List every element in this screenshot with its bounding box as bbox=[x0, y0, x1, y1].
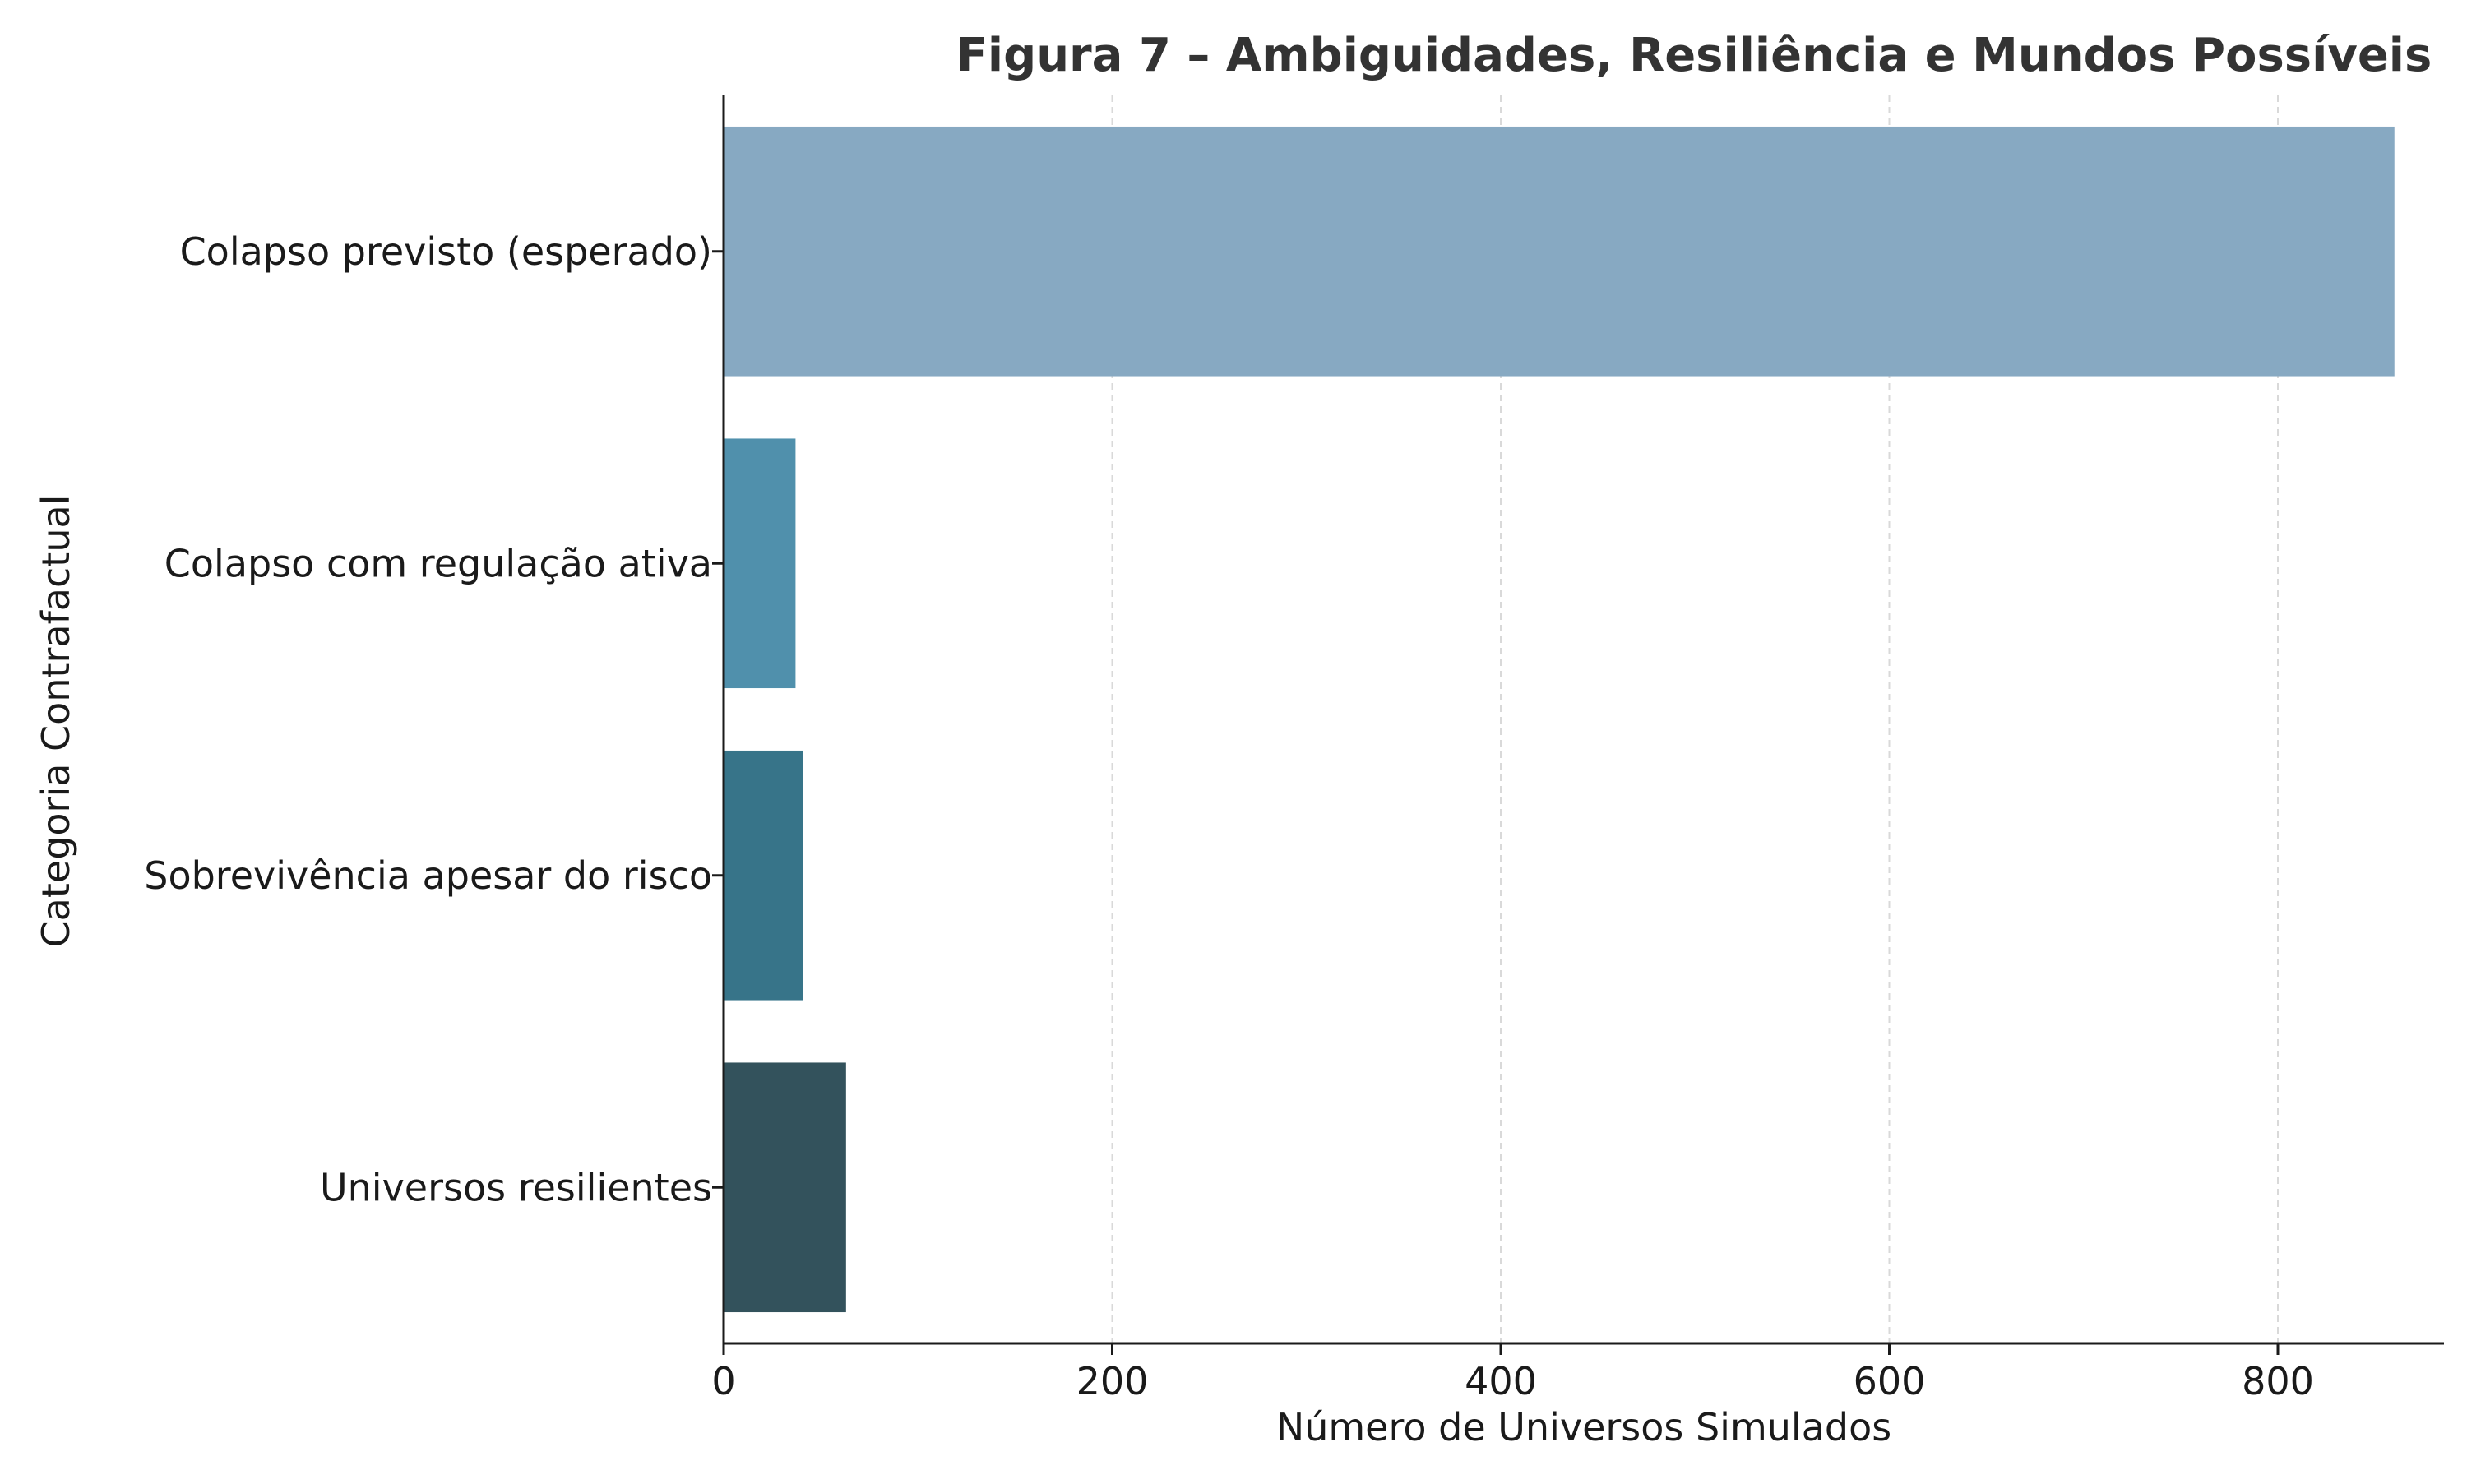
y-tick-label: Sobrevivência apesar do risco bbox=[144, 853, 712, 898]
bar bbox=[724, 1062, 846, 1313]
y-axis-label: Categoria Contrafactual bbox=[34, 495, 78, 948]
chart-title: Figura 7 – Ambiguidades, Resiliência e M… bbox=[956, 29, 2432, 82]
bar bbox=[724, 750, 803, 1001]
x-axis-label: Número de Universos Simulados bbox=[1276, 1405, 1891, 1449]
x-tick-label: 800 bbox=[2242, 1359, 2314, 1403]
x-tick-label: 0 bbox=[711, 1359, 735, 1403]
x-tick-label: 200 bbox=[1076, 1359, 1149, 1403]
y-ticks: Colapso previsto (esperado) Colapso com r… bbox=[144, 229, 724, 1209]
x-tick-label: 400 bbox=[1465, 1359, 1537, 1403]
y-tick-label: Colapso com regulação ativa bbox=[164, 541, 712, 585]
bars bbox=[724, 126, 2395, 1313]
y-tick-label: Universos resilientes bbox=[320, 1165, 712, 1209]
x-ticks: 0 200 400 600 800 bbox=[711, 1343, 2314, 1403]
y-tick-label: Colapso previsto (esperado) bbox=[180, 229, 712, 274]
bar bbox=[724, 438, 796, 689]
bar bbox=[724, 126, 2395, 377]
axes bbox=[722, 95, 2444, 1345]
x-tick-label: 600 bbox=[1854, 1359, 1926, 1403]
